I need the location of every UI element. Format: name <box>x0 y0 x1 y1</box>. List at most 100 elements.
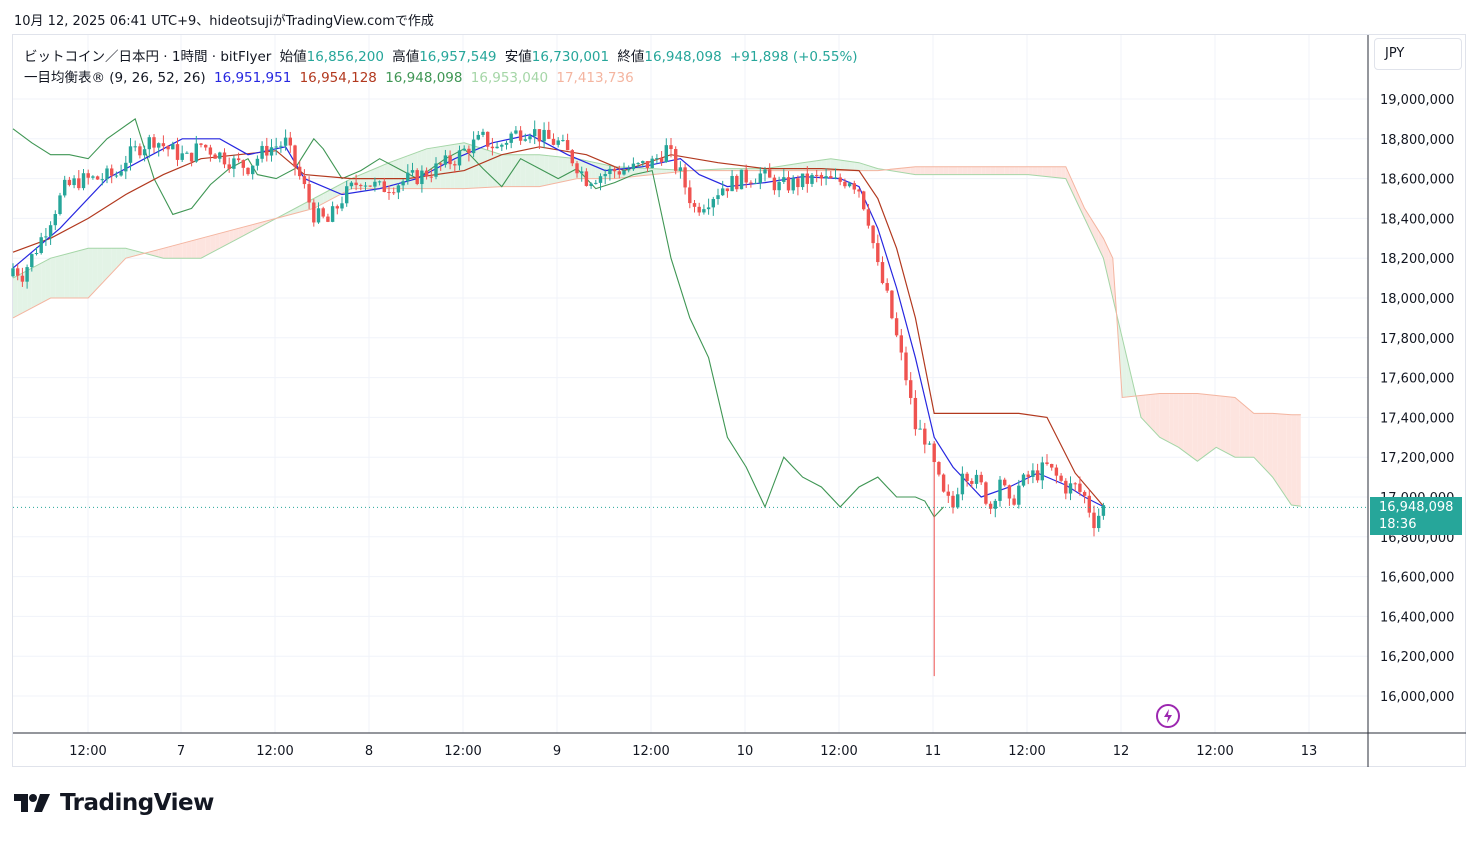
candle-body <box>457 150 462 166</box>
cloud-segment <box>661 169 667 174</box>
cloud-segment <box>13 275 18 318</box>
candle-body <box>565 140 570 151</box>
cloud-segment <box>1230 397 1235 458</box>
cloud-segment <box>656 168 662 175</box>
candle-body <box>1035 470 1040 481</box>
cloud-segment <box>849 161 855 171</box>
cloud-segment <box>1267 413 1273 478</box>
candle-body <box>420 170 424 185</box>
candle-body <box>81 173 86 189</box>
cloud-segment <box>1159 393 1165 440</box>
cloud-segment <box>948 166 953 175</box>
candle-body <box>899 335 903 353</box>
cloud-segment <box>238 227 244 239</box>
senkou-b-value: 17,413,736 <box>556 70 634 86</box>
candle-body <box>800 173 805 188</box>
cloud-segment <box>55 255 60 298</box>
currency-selector[interactable]: JPY <box>1374 38 1462 70</box>
candle-body <box>157 143 161 148</box>
x-tick-label: 9 <box>553 744 561 759</box>
cloud-segment <box>158 248 164 259</box>
candle-body <box>768 169 772 178</box>
candle-body <box>598 176 603 183</box>
cloud-segment <box>125 248 131 259</box>
candle-body <box>166 146 170 150</box>
candle-body <box>730 175 734 192</box>
candle-body <box>617 171 621 175</box>
close-label: 終値 <box>617 49 645 65</box>
candle-body <box>838 177 842 182</box>
cloud-segment <box>107 248 112 279</box>
cloud-segment <box>1061 166 1066 179</box>
y-tick-label: 18,400,000 <box>1380 212 1454 227</box>
candle-body <box>984 482 988 504</box>
cloud-segment <box>1079 198 1085 219</box>
candle-body <box>669 145 673 150</box>
candle-body <box>664 145 668 163</box>
candle-body <box>862 191 866 210</box>
cloud-segment <box>1014 166 1019 175</box>
candle-body <box>937 462 941 475</box>
candle-body <box>279 145 283 147</box>
cloud-segment <box>97 248 103 289</box>
candle-body <box>119 171 123 176</box>
cloud-segment <box>1202 394 1207 458</box>
candle-body <box>829 176 833 179</box>
cloud-segment <box>431 147 436 189</box>
cloud-segment <box>1197 393 1203 462</box>
cloud-segment <box>1258 413 1264 468</box>
cloud-segment <box>177 243 183 259</box>
cloud-segment <box>172 244 178 259</box>
cloud-segment <box>318 193 324 206</box>
cloud-segment <box>638 167 643 177</box>
candle-body <box>486 131 490 147</box>
cloud-segment <box>854 162 859 171</box>
candle-body <box>927 443 932 445</box>
cloud-segment <box>102 248 107 284</box>
brand-name: TradingView <box>60 790 214 816</box>
candle-body <box>1007 485 1012 499</box>
candle-body <box>124 162 128 172</box>
candle-body <box>894 318 899 336</box>
candle-body <box>815 174 819 176</box>
candle-body <box>941 474 946 492</box>
open-value: 16,856,200 <box>306 49 384 65</box>
candle-body <box>589 183 593 186</box>
candle-body <box>659 158 664 163</box>
candle-body <box>1031 470 1035 477</box>
candle-body <box>556 140 560 145</box>
cloud-segment <box>840 160 845 171</box>
cloud-segment <box>64 253 70 298</box>
candle-body <box>786 177 791 191</box>
candle-body <box>702 209 706 213</box>
bar-countdown: 18:36 <box>1379 517 1417 532</box>
candle-body <box>772 177 777 191</box>
cloud-segment <box>859 162 864 171</box>
candle-body <box>1101 505 1106 516</box>
candle-body <box>819 174 824 179</box>
kijun-value: 16,954,128 <box>299 70 377 86</box>
candle-body <box>20 275 25 282</box>
ichimoku-legend: 一目均衡表® (9, 26, 52, 26) 16,951,951 16,954… <box>24 66 638 86</box>
candle-body <box>627 169 631 171</box>
cloud-segment <box>826 158 831 171</box>
candle-body <box>655 158 659 160</box>
cloud-segment <box>483 148 488 188</box>
candle-body <box>321 208 325 217</box>
candle-body <box>114 175 119 177</box>
candle-body <box>298 166 302 177</box>
cloud-segment <box>74 250 79 298</box>
candle-body <box>763 169 767 174</box>
candle-body <box>189 152 194 162</box>
candle-body <box>923 428 927 445</box>
candle-body <box>72 178 76 186</box>
candle-body <box>434 163 438 177</box>
lightning-icon[interactable] <box>1156 704 1180 728</box>
tradingview-logo[interactable]: TradingView <box>14 790 214 816</box>
candle-body <box>312 202 316 223</box>
candle-body <box>979 474 983 483</box>
x-tick-label: 12:00 <box>444 744 481 759</box>
cloud-segment <box>215 233 220 251</box>
cloud-segment <box>1164 393 1170 443</box>
